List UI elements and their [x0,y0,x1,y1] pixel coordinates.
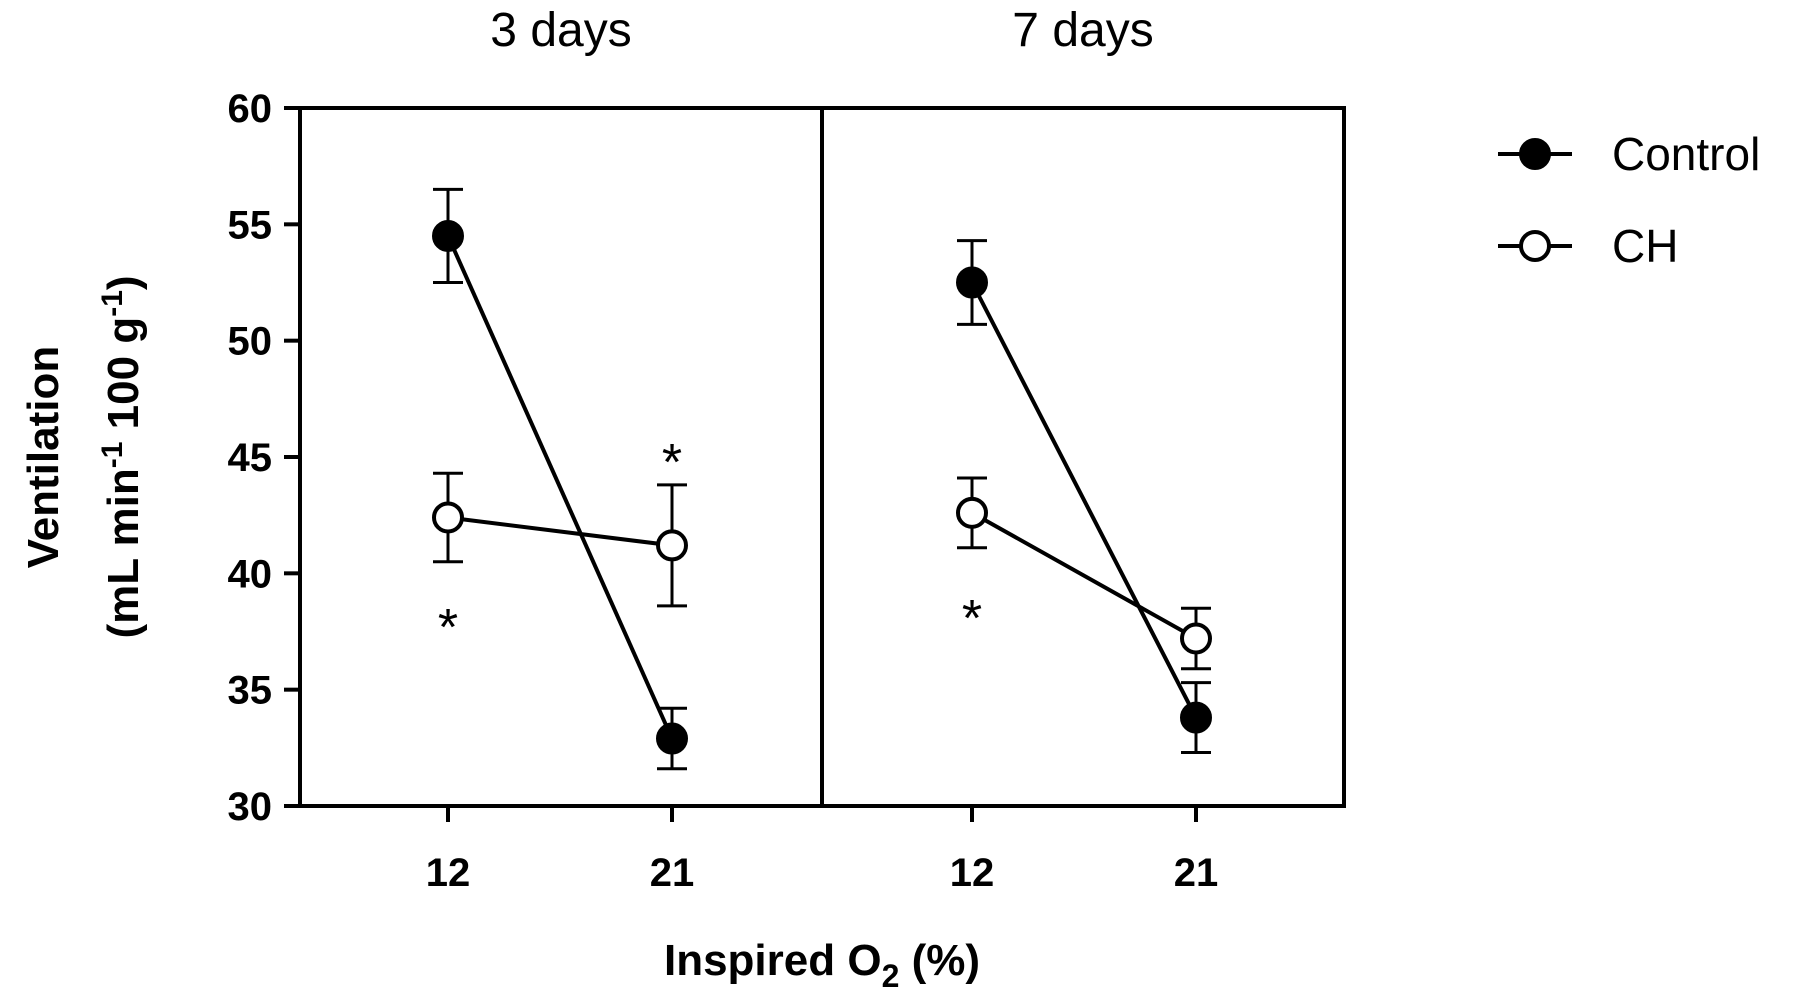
panel-frame-2 [820,106,1346,808]
y-tick-label: 35 [228,669,273,713]
control-point [1180,701,1212,734]
x-tick-label: 12 [426,851,471,895]
ch-point [432,501,464,534]
panel-frame-1 [298,106,824,808]
panel-title-2: 7 days [1012,4,1153,57]
control-point [656,722,688,755]
legend-marker-ch [1519,230,1551,262]
y-axis-title-line2: (mL min-1 100 g-1) [96,275,148,638]
y-tick-label: 45 [228,436,273,480]
ch-series-line [447,515,673,548]
control-point [956,266,988,299]
y-tick-label: 40 [228,552,273,596]
ch-point [956,496,988,529]
significance-star: * [662,434,682,492]
ch-point [1180,622,1212,655]
legend-marker-control [1519,138,1551,170]
y-axis-title-line1: Ventilation [19,346,68,568]
legend-label-ch: CH [1612,220,1678,272]
legend-label-control: Control [1612,128,1760,180]
x-tick-label: 12 [950,851,995,895]
x-tick-label: 21 [650,851,695,895]
ch-point [656,529,688,562]
ch-series-line [971,511,1197,641]
control-series-line [446,235,674,740]
y-tick-label: 55 [228,203,273,247]
y-tick-label: 30 [228,785,273,829]
y-tick-label: 60 [228,87,273,131]
x-axis-title: Inspired O2 (%) [664,936,980,993]
y-tick-label: 50 [228,320,273,364]
significance-star: * [962,590,982,648]
significance-star: * [438,599,458,657]
control-series-line [970,281,1198,719]
control-point [432,219,464,252]
panel-title-1: 3 days [490,4,631,57]
x-tick-label: 21 [1174,851,1219,895]
